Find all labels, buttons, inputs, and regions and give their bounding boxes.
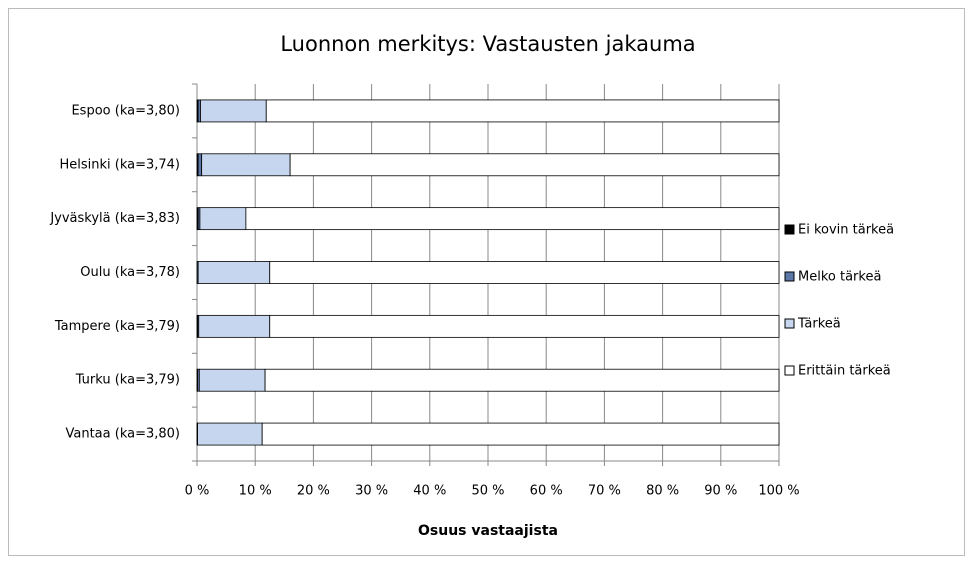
y-tick-label: Vantaa (ka=3,80) [66,427,181,442]
bar-segment [197,153,203,177]
x-tick-label: 70 % [588,484,621,499]
x-axis-title: Osuus vastaajista [418,523,558,539]
legend-swatch [784,271,795,282]
x-tick-label: 10 % [239,484,272,499]
x-tick-label: 100 % [758,484,799,499]
bar-segment [245,207,780,231]
y-tick-label: Oulu (ka=3,78) [80,265,180,280]
bar-segment [198,368,266,392]
y-tick-label: Espoo (ka=3,80) [71,103,180,118]
bar-segment [265,99,780,123]
bar-segment [264,368,780,392]
x-tick-label: 20 % [297,484,330,499]
x-tick-label: 60 % [530,484,563,499]
x-tick-label: 0 % [185,484,210,499]
x-tick-label: 80 % [646,484,679,499]
y-tick-label: Jyväskylä (ka=3,83) [49,211,180,226]
bar-segment [269,314,780,338]
y-tick-label: Turku (ka=3,79) [75,373,180,388]
bar-segment [197,422,263,446]
y-tick-label: Helsinki (ka=3,74) [59,157,180,172]
legend-label: Melko tärkeä [798,270,881,285]
legend-swatch [784,365,795,376]
legend-swatch [784,224,795,235]
x-tick-label: 50 % [471,484,504,499]
bar-segment [199,207,247,231]
bar-segment [261,422,780,446]
legend-swatch [784,318,795,329]
bar-segment [197,261,271,284]
legend-label: Erittäin tärkeä [798,364,891,379]
x-tick-label: 40 % [413,484,446,499]
x-tick-label: 30 % [355,484,388,499]
bar-segment [198,314,271,338]
y-tick-label: Tampere (ka=3,79) [54,319,180,334]
bar-segment [289,153,780,177]
x-tick-label: 90 % [704,484,737,499]
bar-segment [200,99,267,123]
bar-segment [269,261,780,284]
bar-segment [201,153,291,177]
chart-title: Luonnon merkitys: Vastausten jakauma [280,32,695,56]
legend-label: Ei kovin tärkeä [798,223,894,238]
legend-label: Tärkeä [797,317,841,332]
